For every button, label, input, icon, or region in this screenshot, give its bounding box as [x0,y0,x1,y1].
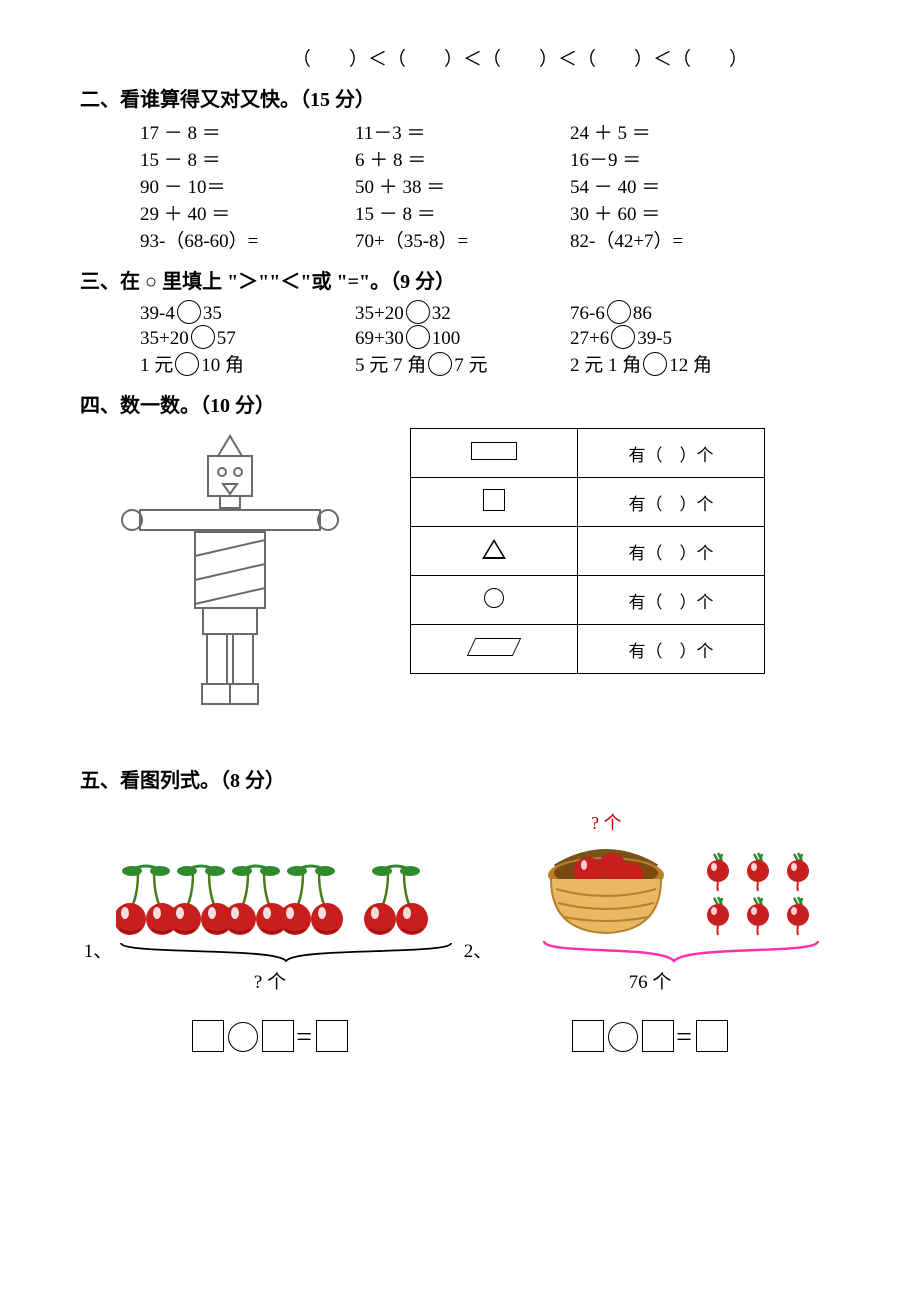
compare-circle[interactable] [428,352,452,376]
robot-figure [80,428,380,724]
calc-cell[interactable]: 90 － 10＝ [140,172,355,199]
shape-row: 有（ ）个 [411,576,765,625]
calc-row: 93-（68-60）=70+（35-8）=82-（42+7）= [80,226,840,253]
shape-answer-cell[interactable]: 有（ ）个 [578,478,765,527]
compare-cell[interactable]: 69+30100 [355,325,570,350]
compare-cell[interactable]: 76-686 [570,300,785,325]
shape-answer-cell[interactable]: 有（ ）个 [578,527,765,576]
section-3-title: 三、在 ○ 里填上 "＞""＜"或 "="。（9 分） [80,265,840,294]
section-3-body: 39-43535+203276-68635+205769+3010027+639… [80,300,840,377]
shape-count-table: 有（ ）个有（ ）个有（ ）个有（ ）个有（ ）个 [410,428,765,674]
shape-row: 有（ ）个 [411,429,765,478]
compare-cell[interactable]: 27+639-5 [570,325,785,350]
shape-row: 有（ ）个 [411,625,765,674]
calc-cell[interactable]: 54 － 40 ＝ [570,172,785,199]
calc-cell[interactable]: 30 ＋ 60 ＝ [570,199,785,226]
problem-1: 1、 [80,843,460,1054]
section-5-body: 1、 [80,813,840,1054]
rect-icon-cell [411,429,578,478]
compare-circle[interactable] [406,300,430,324]
calc-row: 29 ＋ 40 ＝15 － 8 ＝30 ＋ 60 ＝ [80,199,840,226]
shape-answer-cell[interactable]: 有（ ）个 [578,429,765,478]
section-5-title: 五、看图列式。（8 分） [80,764,840,793]
basket-radish-figure: ? 个 [496,813,836,963]
shape-row: 有（ ）个 [411,478,765,527]
compare-circle[interactable] [177,300,201,324]
calc-cell[interactable]: 24 ＋ 5 ＝ [570,118,785,145]
compare-row: 35+205769+3010027+639-5 [80,325,840,350]
circle-icon-cell [411,576,578,625]
calc-cell[interactable]: 93-（68-60）= [140,226,355,253]
triangle-icon-cell [411,527,578,576]
calc-cell[interactable]: 50 ＋ 38 ＝ [355,172,570,199]
parallelogram-icon-cell [411,625,578,674]
problem-2-equation[interactable]: = [460,1020,840,1054]
shape-row: 有（ ）个 [411,527,765,576]
calc-cell[interactable]: 17 － 8 ＝ [140,118,355,145]
problem-2-under-label: 76 个 [460,967,840,994]
compare-circle[interactable] [191,325,215,349]
section-2-body: 17 － 8 ＝11－3 ＝24 ＋ 5 ＝15 － 8 ＝6 ＋ 8 ＝16－… [80,118,840,253]
compare-cell[interactable]: 2 元 1 角12 角 [570,350,785,377]
section-2-title: 二、看谁算得又对又快。（15 分） [80,83,840,112]
problem-1-equation[interactable]: = [80,1020,460,1054]
compare-row: 1 元10 角5 元 7 角7 元2 元 1 角12 角 [80,350,840,377]
shape-answer-cell[interactable]: 有（ ）个 [578,576,765,625]
problem-2-top-label: ? 个 [591,813,622,833]
compare-cell[interactable]: 39-435 [140,300,355,325]
compare-cell[interactable]: 5 元 7 角7 元 [355,350,570,377]
cherry-figure [116,843,456,963]
calc-cell[interactable]: 70+（35-8）= [355,226,570,253]
problem-1-index: 1、 [84,936,113,963]
shape-answer-cell[interactable]: 有（ ）个 [578,625,765,674]
compare-circle[interactable] [643,352,667,376]
calc-cell[interactable]: 11－3 ＝ [355,118,570,145]
section-4-title: 四、数一数。（10 分） [80,389,840,418]
compare-row: 39-43535+203276-686 [80,300,840,325]
calc-row: 90 － 10＝50 ＋ 38 ＝54 － 40 ＝ [80,172,840,199]
compare-circle[interactable] [607,300,631,324]
calc-cell[interactable]: 29 ＋ 40 ＝ [140,199,355,226]
compare-cell[interactable]: 35+2057 [140,325,355,350]
calc-row: 15 － 8 ＝6 ＋ 8 ＝16－9 ＝ [80,145,840,172]
calc-cell[interactable]: 15 － 8 ＝ [140,145,355,172]
compare-circle[interactable] [175,352,199,376]
calc-cell[interactable]: 15 － 8 ＝ [355,199,570,226]
compare-cell[interactable]: 1 元10 角 [140,350,355,377]
problem-1-under-label: ? 个 [80,967,460,994]
problem-2-index: 2、 [464,936,493,963]
calc-cell[interactable]: 6 ＋ 8 ＝ [355,145,570,172]
square-icon-cell [411,478,578,527]
compare-circle[interactable] [406,325,430,349]
calc-row: 17 － 8 ＝11－3 ＝24 ＋ 5 ＝ [80,118,840,145]
compare-circle[interactable] [611,325,635,349]
ordering-blanks: （ ）＜（ ）＜（ ）＜（ ）＜（ ） [80,44,840,71]
calc-cell[interactable]: 16－9 ＝ [570,145,785,172]
calc-cell[interactable]: 82-（42+7）= [570,226,785,253]
problem-2: 2、 ? 个 [460,813,840,1054]
compare-cell[interactable]: 35+2032 [355,300,570,325]
section-4-body: 有（ ）个有（ ）个有（ ）个有（ ）个有（ ）个 [80,428,840,724]
